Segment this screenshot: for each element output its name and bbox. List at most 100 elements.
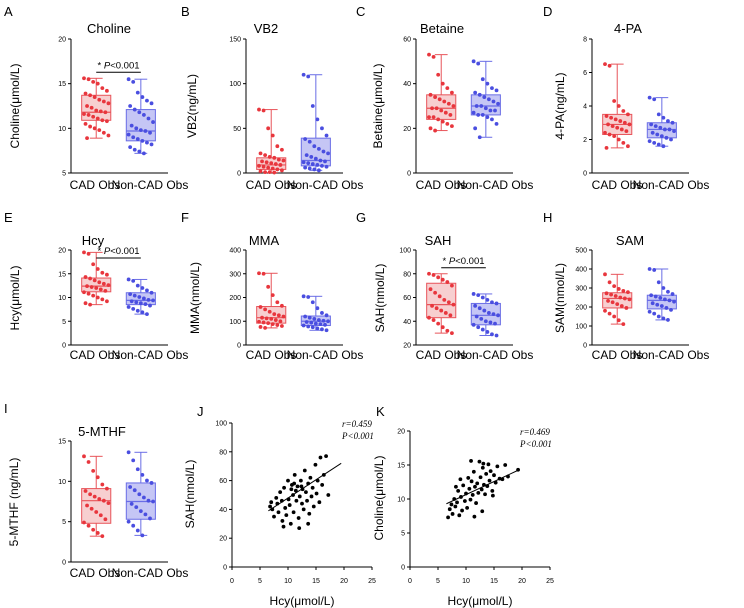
data-point	[89, 105, 94, 110]
data-point	[316, 318, 321, 322]
cad-group	[81, 250, 112, 307]
y-tick-label: 100	[399, 248, 411, 255]
data-point	[647, 139, 652, 144]
x-tick-label: 20	[518, 578, 526, 585]
data-point	[88, 276, 93, 281]
scatter-point	[326, 493, 331, 497]
scatter-point	[297, 526, 302, 531]
scatter-point	[481, 461, 486, 466]
scatter-point	[484, 471, 489, 476]
data-point	[431, 273, 436, 277]
data-point	[275, 167, 280, 172]
data-point	[485, 330, 490, 334]
y-tick-label: 15	[58, 271, 66, 278]
data-point	[101, 99, 106, 104]
data-point	[143, 129, 148, 133]
data-point	[662, 127, 667, 132]
data-point	[140, 472, 145, 477]
significance-p: P	[449, 256, 456, 267]
data-point	[606, 122, 610, 127]
data-point	[83, 301, 88, 306]
data-point	[471, 59, 476, 64]
x-category-non-cad: Non-CAD Obs	[112, 566, 189, 580]
data-point	[261, 108, 266, 113]
data-point	[669, 137, 673, 142]
data-point	[86, 460, 91, 464]
x-category-cad: CAD Obs	[70, 178, 121, 192]
x-category-non-cad: Non-CAD Obs	[112, 178, 189, 192]
y-tick-label: 100	[575, 324, 587, 331]
box	[602, 292, 633, 309]
data-point	[621, 288, 626, 293]
significance-value: <0.001	[455, 256, 484, 267]
data-point	[445, 86, 450, 91]
y-tick-label: 0	[223, 565, 227, 572]
data-point	[482, 95, 487, 99]
panel-title: SAM	[616, 233, 644, 248]
data-point	[310, 325, 315, 330]
data-point	[494, 301, 499, 306]
y-tick-label: 200	[229, 295, 241, 302]
data-point	[260, 159, 264, 164]
data-point	[616, 104, 621, 108]
data-point	[652, 311, 657, 316]
y-tick-label: 5	[62, 519, 66, 526]
scatter-point	[490, 493, 495, 498]
scatter-point	[483, 492, 487, 497]
y-tick-label: 20	[58, 37, 66, 44]
data-point	[431, 318, 436, 322]
data-point	[126, 450, 131, 455]
data-point	[269, 161, 274, 166]
data-point	[128, 145, 133, 149]
scatter-point	[447, 507, 452, 512]
scatter-point	[480, 509, 485, 514]
data-point	[434, 306, 439, 311]
data-point	[95, 295, 100, 300]
data-point	[436, 275, 441, 280]
data-point	[649, 293, 654, 298]
non-cad-group	[125, 277, 156, 317]
data-point	[266, 165, 271, 170]
data-point	[494, 333, 499, 338]
data-point	[653, 124, 658, 128]
scatter-point	[449, 502, 454, 507]
data-point	[474, 314, 479, 319]
data-point	[480, 327, 485, 332]
scatter-point	[287, 503, 292, 507]
correlation-p: P<0.001	[341, 431, 374, 441]
y-tick-label: 10	[397, 497, 405, 504]
data-point	[659, 304, 664, 308]
data-point	[264, 316, 269, 321]
data-point	[440, 325, 445, 330]
data-point	[137, 492, 142, 497]
data-point	[82, 112, 86, 116]
data-point	[439, 308, 444, 313]
significance-value: <0.001	[110, 60, 139, 71]
data-point	[446, 300, 451, 305]
data-point	[145, 288, 149, 293]
data-point	[86, 291, 91, 296]
data-point	[131, 278, 136, 283]
y-axis-label: 4-PA(ng/mL)	[553, 72, 567, 139]
cad-group	[81, 454, 112, 539]
data-point	[100, 118, 105, 123]
data-point	[450, 124, 454, 128]
scatter-point	[317, 500, 322, 505]
box	[125, 109, 156, 142]
data-point	[442, 297, 447, 302]
data-point	[609, 292, 614, 297]
x-tick-label: 0	[408, 578, 412, 585]
data-point	[474, 104, 479, 108]
data-point	[448, 313, 453, 318]
data-point	[624, 306, 629, 310]
y-tick-label: 0	[62, 343, 66, 350]
data-point	[656, 314, 661, 319]
scatter-point	[281, 524, 286, 529]
data-point	[616, 287, 621, 291]
data-point	[129, 502, 134, 506]
data-point	[148, 516, 152, 521]
y-tick-label: 40	[403, 81, 411, 88]
data-point	[428, 287, 433, 292]
data-point	[140, 138, 145, 143]
